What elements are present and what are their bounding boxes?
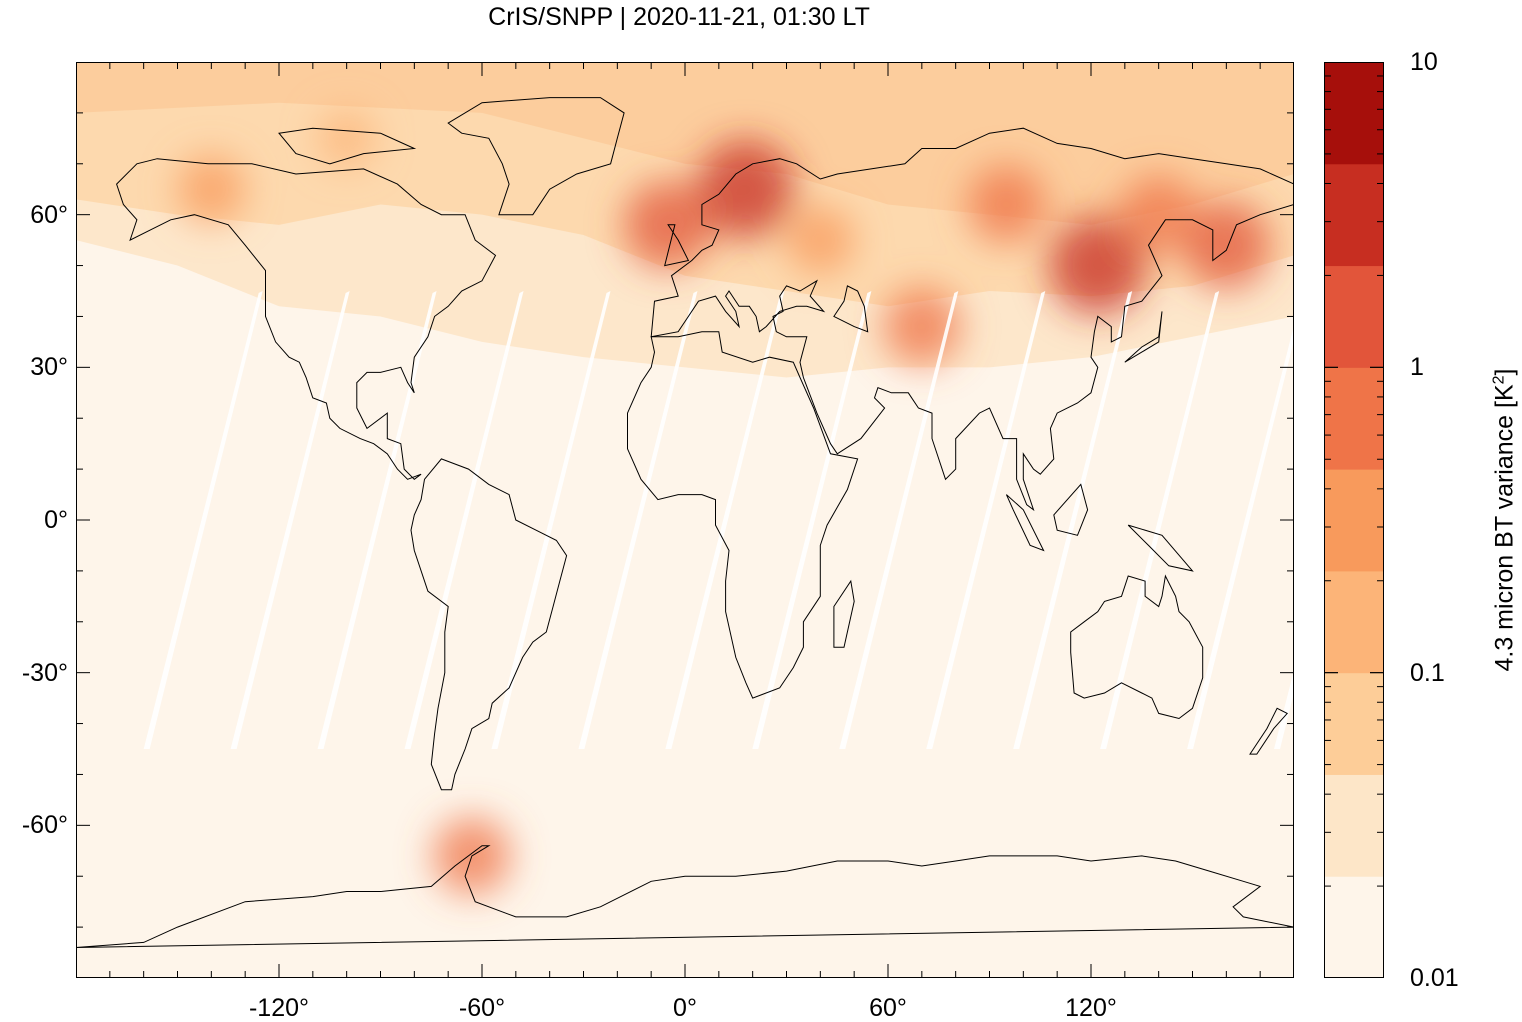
coast-britain (664, 224, 690, 267)
colorbar-tick-label: 10 (1410, 48, 1438, 76)
coast-japan (1124, 311, 1163, 363)
hotspot-3 (1182, 201, 1271, 290)
chart-title: CrIS/SNPP | 2020-11-21, 01:30 LT (488, 3, 870, 31)
coast-eurasia (650, 127, 1294, 512)
coast-north-america (116, 158, 497, 480)
coast-borneo (1053, 483, 1089, 536)
colorbar-title: 4.3 micron BT variance [K2] (1490, 368, 1519, 672)
frame-ticks (76, 62, 1294, 978)
x-tick-label: 120° (1065, 994, 1117, 1022)
coast-madagascar (833, 579, 855, 648)
hotspot-9 (317, 109, 376, 168)
colorbar-tick-label: 0.1 (1410, 658, 1445, 687)
coast-sumatra (1005, 494, 1045, 552)
x-tick-label: -120° (248, 994, 310, 1022)
hotspot-7 (177, 155, 246, 224)
colorbar-block-1 (1324, 774, 1384, 877)
orbit-gaps (143, 291, 1294, 749)
colorbar-block-4 (1324, 469, 1384, 572)
coast-australia (1070, 574, 1204, 720)
coast-caspian-sea (833, 285, 869, 333)
hotspot-6 (786, 206, 855, 275)
x-tick-label: 60° (869, 994, 907, 1022)
variance-hotspots (177, 109, 1271, 895)
y-tick-label: -60° (21, 811, 68, 840)
coast-greenland (447, 97, 625, 216)
y-tick-label: 60° (30, 200, 68, 229)
colorbar-block-3 (1324, 570, 1384, 674)
coastlines (76, 97, 1294, 948)
hotspot-0 (696, 140, 795, 239)
hotspot-5 (967, 165, 1046, 244)
coast-south-america (410, 458, 568, 791)
x-tick-label: 0° (673, 994, 697, 1022)
coast-new-zealand (1249, 707, 1289, 755)
colorbar-block-7 (1324, 163, 1384, 267)
colorbar-block-2 (1324, 672, 1384, 775)
y-tick-label: 0° (44, 506, 68, 534)
y-tick-label: 30° (30, 353, 68, 382)
coast-new-guinea (1127, 524, 1194, 572)
world-map (76, 62, 1294, 978)
hotspot-10 (1119, 175, 1198, 254)
coast-arctic-islands (278, 127, 417, 165)
colorbar-block-0 (1324, 876, 1384, 978)
hotspot-2 (1048, 216, 1147, 315)
x-tick-label: -60° (458, 994, 506, 1022)
map-plot-area (76, 62, 1294, 978)
colorbar-tick-label: 1 (1410, 353, 1424, 382)
colorbar-block-5 (1324, 367, 1384, 470)
colorbar (1324, 62, 1384, 978)
coast-antarctica (76, 845, 1294, 948)
y-tick-label: -30° (21, 658, 68, 687)
colorbar-block-6 (1324, 265, 1384, 368)
coast-africa (627, 331, 859, 699)
colorbar-block-8 (1324, 62, 1384, 165)
colorbar-tick-label: 0.01 (1410, 964, 1459, 992)
